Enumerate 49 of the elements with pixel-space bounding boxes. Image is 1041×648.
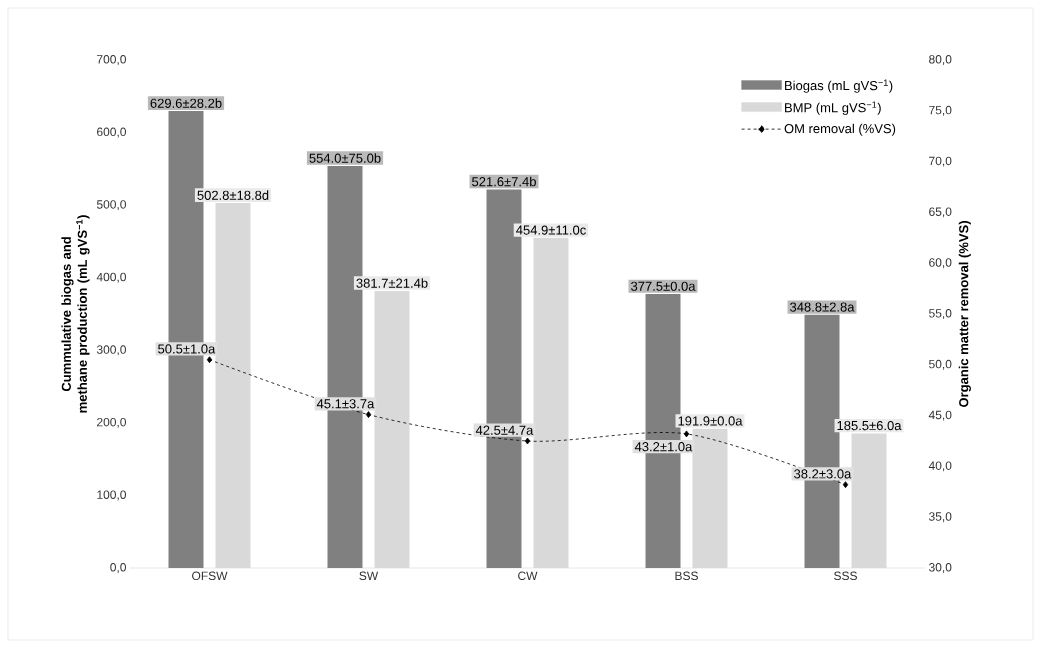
- data-label: 191.9±0.0a: [678, 416, 743, 426]
- y2-tick-label: 45,0: [928, 410, 952, 421]
- data-label: 377.5±0.0a: [631, 281, 696, 291]
- y2-tick-label: 30,0: [929, 563, 952, 573]
- point: [524, 437, 531, 445]
- y-tick-label: 400,0: [96, 272, 126, 283]
- y2-tick-label: 40,0: [928, 461, 952, 472]
- point: [206, 356, 213, 364]
- data-label: 42.5±4.7a: [475, 425, 534, 435]
- y2-axis-title: Organic matter removal (%VS): [958, 221, 971, 408]
- x-tick-label: CW: [518, 571, 538, 581]
- legend-label: Biogas (mL gVS$^{−1}$): [785, 79, 893, 93]
- y2-tick-label: 80,0: [929, 55, 952, 65]
- y2-tick-label: 50,0: [929, 359, 952, 370]
- y-axis-title: Cummulative biogas and methane production (mL gVS$^{−1}$): [61, 215, 90, 413]
- data-label: 185.5±6.0a: [837, 420, 902, 431]
- y-tick-label: 300,0: [96, 345, 126, 356]
- data-label: 43.2±1.0a: [634, 442, 693, 452]
- y-tick-label: 100,0: [97, 490, 126, 501]
- y-tick-label: 600,0: [97, 127, 126, 138]
- x-tick-label: OFSW: [192, 571, 228, 581]
- y-tick-label: 500,0: [96, 200, 126, 211]
- data-label: 454.9±11.0c: [516, 225, 586, 235]
- legend-label: BMP (mL gVS$^{−1}$): [785, 101, 881, 115]
- y2-tick-label: 35,0: [929, 512, 952, 523]
- legend-label: OM removal (%VS): [784, 123, 896, 136]
- point: [683, 430, 690, 438]
- y-tick-label: 700,0: [97, 55, 126, 65]
- x-tick-label: BSS: [675, 571, 698, 581]
- y2-tick-label: 70,0: [929, 156, 952, 167]
- y-tick-label: 200,0: [97, 417, 126, 428]
- x-tick-label: SW: [359, 571, 379, 581]
- data-label: 50.5±1.0a: [158, 344, 216, 354]
- data-label: 38.2±3.0a: [794, 469, 852, 479]
- data-label: 381.7±21.4b: [356, 278, 428, 288]
- point: [842, 481, 849, 489]
- point: [365, 411, 372, 418]
- y2-tick-label: 55,0: [929, 309, 952, 319]
- data-label: 554.0±75.0b: [309, 153, 381, 163]
- data-label: 502.8±18.8d: [197, 190, 269, 200]
- x-tick-label: SSS: [834, 571, 857, 581]
- y2-tick-label: 65,0: [929, 207, 952, 218]
- y-tick-label: 0,0: [110, 563, 127, 573]
- y2-tick-label: 60,0: [929, 258, 952, 269]
- data-label: 45.1±3.7a: [316, 399, 375, 409]
- data-label: 348.8±2.8a: [790, 302, 855, 312]
- data-label: 521.6±7.4b: [472, 176, 536, 187]
- y2-tick-label: 75,0: [929, 105, 952, 116]
- data-label: 629.6±28.2b: [150, 98, 222, 108]
